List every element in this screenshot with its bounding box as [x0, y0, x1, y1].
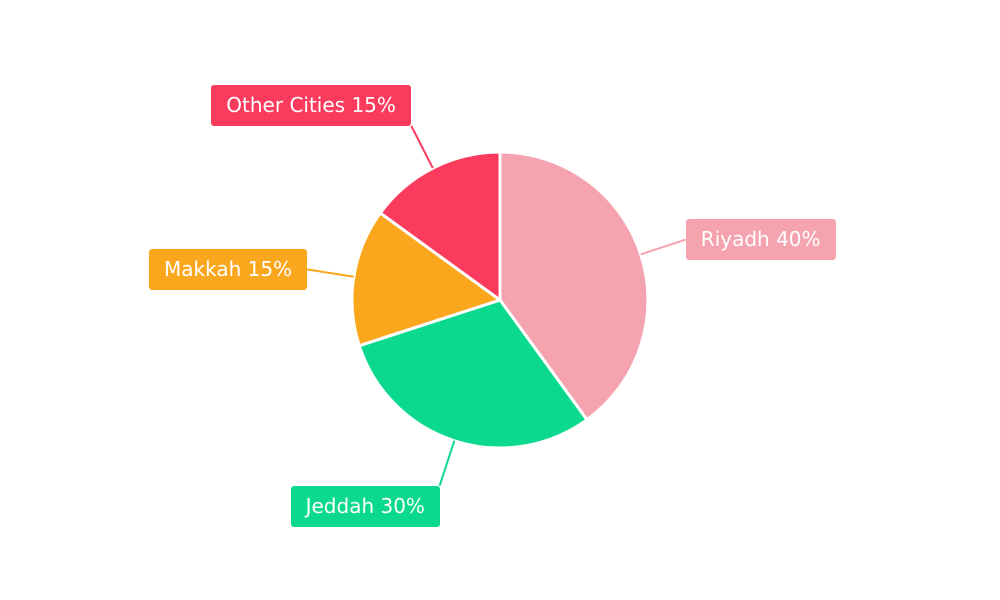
pie-slice-riyadh[interactable] — [498, 150, 650, 422]
pie-slice-makkah[interactable] — [350, 211, 502, 348]
leader-line-jeddah — [438, 440, 456, 487]
pie-label-riyadh: Riyadh 40% — [685, 219, 836, 261]
leader-line-makkah — [306, 268, 354, 278]
pie-slice-other-cities[interactable] — [378, 150, 502, 302]
leader-line-other-cities — [410, 125, 434, 169]
pie-label-makkah: Makkah 15% — [149, 248, 308, 290]
leader-line-riyadh — [640, 238, 687, 256]
pie-label-jeddah: Jeddah 30% — [290, 485, 440, 527]
pie-slice-jeddah[interactable] — [357, 298, 589, 450]
pie-label-other-cities: Other Cities 15% — [211, 84, 411, 126]
